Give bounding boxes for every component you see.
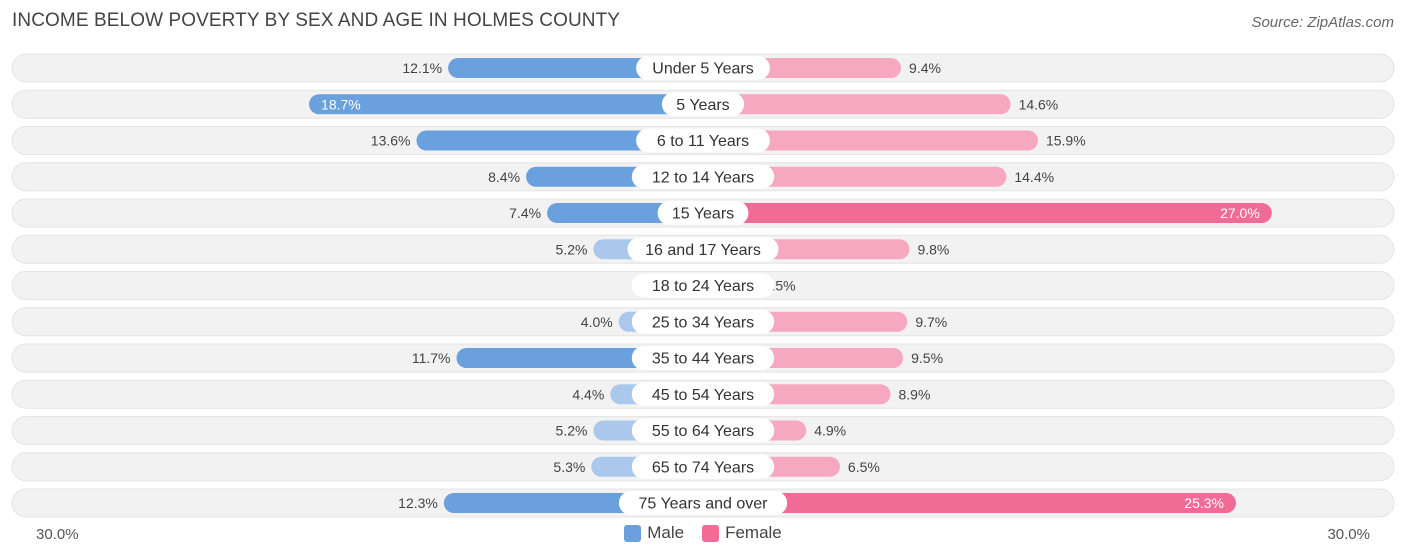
chart-title: INCOME BELOW POVERTY BY SEX AND AGE IN H…: [12, 10, 621, 31]
value-label-female: 9.8%: [917, 241, 949, 257]
category-pill: [631, 273, 775, 298]
value-label-female: 6.5%: [848, 459, 880, 475]
value-label-female: 15.9%: [1046, 133, 1086, 149]
category-pill: [631, 164, 775, 189]
bar-male: [309, 94, 703, 115]
bar-female: [703, 130, 1038, 151]
value-label-male: 5.3%: [553, 459, 585, 475]
axis-min-label: 30.0%: [36, 526, 79, 543]
value-label-female: 9.7%: [915, 314, 947, 330]
category-label: 25 to 34 Years: [652, 314, 754, 331]
value-label-male: 13.6%: [371, 133, 411, 149]
value-label-female: 14.4%: [1014, 169, 1054, 185]
value-label-female: 25.3%: [1184, 495, 1224, 511]
value-label-male: 5.2%: [556, 423, 588, 439]
category-label: 65 to 74 Years: [652, 459, 754, 476]
value-label-female: 8.9%: [898, 386, 930, 402]
value-label-female: 14.6%: [1019, 96, 1059, 112]
category-pill: [636, 128, 770, 153]
category-pill: [636, 56, 770, 80]
value-label-female: 27.0%: [1220, 205, 1260, 221]
category-pill: [631, 309, 775, 334]
category-pill: [631, 382, 775, 407]
value-label-male: 12.1%: [402, 60, 442, 76]
value-label-female: 4.9%: [814, 423, 846, 439]
category-pill: [631, 454, 775, 479]
value-label-male: 5.2%: [556, 241, 588, 257]
value-label-male: 7.4%: [509, 205, 541, 221]
category-label: 45 to 54 Years: [652, 387, 754, 404]
category-pill: [661, 92, 745, 117]
value-label-male: 4.0%: [581, 314, 613, 330]
bar-female: [703, 203, 1272, 223]
category-label: 18 to 24 Years: [652, 278, 754, 295]
legend-swatch-male: [624, 524, 642, 542]
category-pill: [627, 237, 779, 262]
legend-label-female: Female: [725, 523, 782, 542]
source-note: Source: ZipAtlas.com: [1251, 14, 1394, 31]
legend-item-female: Female: [702, 523, 782, 543]
legend-swatch-female: [702, 524, 720, 542]
value-label-female: 9.5%: [911, 350, 943, 366]
bar-male: [416, 130, 703, 151]
category-label: 6 to 11 Years: [657, 133, 749, 150]
category-label: Under 5 Years: [652, 61, 753, 78]
legend: Male Female: [0, 523, 1406, 543]
value-label-female: 9.4%: [909, 60, 941, 76]
category-pill: [618, 491, 788, 515]
category-pill: [631, 346, 775, 370]
axis-max-label: 30.0%: [1327, 526, 1370, 543]
bar-female: [703, 166, 1007, 187]
category-label: 75 Years and over: [639, 496, 769, 513]
value-label-male: 12.3%: [398, 495, 438, 511]
category-label: 55 to 64 Years: [652, 423, 754, 440]
category-label: 16 and 17 Years: [645, 242, 761, 259]
value-label-male: 4.4%: [572, 386, 604, 402]
category-pill: [631, 418, 775, 443]
legend-item-male: Male: [624, 523, 684, 543]
value-label-male: 18.7%: [321, 96, 361, 112]
category-label: 12 to 14 Years: [652, 169, 754, 186]
category-label: 5 Years: [676, 97, 729, 114]
category-label: 15 Years: [672, 206, 734, 223]
category-pill: [657, 201, 749, 225]
legend-label-male: Male: [647, 523, 685, 542]
chart-svg: 12.1% 9.4% Under 5 Years 18.7% 14.6% 5 Years 1…: [11, 53, 1395, 518]
bar-female: [703, 493, 1236, 513]
value-label-male: 11.7%: [412, 350, 451, 366]
bar-female: [703, 94, 1011, 115]
category-label: 35 to 44 Years: [652, 351, 754, 368]
value-label-male: 8.4%: [488, 169, 520, 185]
